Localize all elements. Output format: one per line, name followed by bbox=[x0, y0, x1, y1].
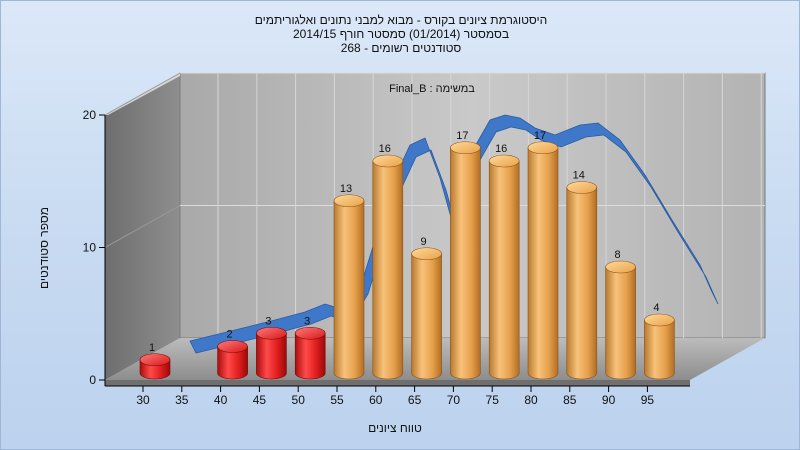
x-tick-label: 70 bbox=[447, 393, 461, 407]
bar-top bbox=[372, 154, 404, 168]
annotation-label: Final_B : במשימה bbox=[389, 83, 475, 95]
bar-top bbox=[644, 313, 675, 327]
bar-value-label: 3 bbox=[304, 315, 310, 327]
x-tick-label: 40 bbox=[214, 393, 228, 407]
bar-value-label: 17 bbox=[534, 130, 546, 142]
bar-body bbox=[644, 319, 675, 380]
bar-value-label: 17 bbox=[456, 130, 468, 142]
y-axis-label: מספר סטודנטים bbox=[37, 207, 51, 289]
bar-body bbox=[256, 332, 287, 380]
bar-value-label: 4 bbox=[653, 302, 659, 314]
y-tick-label: 0 bbox=[89, 373, 96, 387]
bar-top bbox=[411, 247, 442, 261]
bar: 17 bbox=[527, 130, 559, 380]
bar-body bbox=[605, 266, 636, 380]
bar: 8 bbox=[605, 249, 636, 380]
grid-line-left-wall bbox=[104, 72, 181, 116]
bar-value-label: 8 bbox=[615, 249, 621, 261]
bar-top bbox=[566, 181, 598, 194]
bar: 13 bbox=[333, 183, 365, 380]
bar-top bbox=[605, 260, 636, 274]
bar-body bbox=[294, 332, 326, 380]
chart-title-line-1: היסטוגרמת ציונים בקורס - מבוא למבני נתונ… bbox=[254, 13, 548, 27]
bar: 16 bbox=[488, 143, 520, 380]
bar-top bbox=[217, 340, 248, 353]
bar: 2 bbox=[217, 329, 248, 380]
bar: 3 bbox=[294, 315, 326, 380]
bar-value-label: 14 bbox=[573, 170, 585, 182]
floor-front-edge bbox=[105, 380, 690, 386]
bar-top bbox=[488, 154, 520, 168]
bar-top bbox=[294, 326, 326, 340]
bar-value-label: 9 bbox=[421, 236, 427, 248]
bar: 16 bbox=[372, 143, 404, 380]
x-tick-label: 95 bbox=[641, 393, 655, 407]
bar-body bbox=[488, 160, 520, 380]
bar: 17 bbox=[450, 130, 481, 380]
x-tick-label: 90 bbox=[602, 393, 616, 407]
bar-body bbox=[333, 200, 365, 380]
bar-value-label: 13 bbox=[340, 183, 352, 195]
x-tick-label: 55 bbox=[330, 393, 344, 407]
bars-layer: 1 2 3 3 13 16 9 17 16 17 14 8 4 bbox=[139, 130, 675, 380]
x-axis-label: טווח ציונים bbox=[368, 421, 422, 435]
bar-top bbox=[256, 326, 287, 340]
grid-line-left-wall bbox=[104, 205, 181, 248]
chart-title-line-2: בסמסטר (01/2014) סמסטר חורף 2014/15 bbox=[292, 27, 510, 41]
bar-body bbox=[217, 346, 248, 380]
x-tick-label: 45 bbox=[253, 393, 267, 407]
bar: 9 bbox=[411, 236, 442, 380]
bar-top bbox=[527, 141, 559, 155]
x-tick-label: 65 bbox=[408, 393, 422, 407]
y-tick-label: 20 bbox=[83, 108, 97, 122]
x-tick-label: 60 bbox=[369, 393, 383, 407]
bar: 1 bbox=[139, 342, 171, 380]
chart-title-line-3: סטודנטים רשומים - 268 bbox=[340, 41, 462, 55]
x-tick-label: 80 bbox=[524, 393, 538, 407]
bar-body bbox=[566, 187, 598, 380]
bar-value-label: 16 bbox=[495, 143, 507, 155]
ticks-layer: 30 35 40 45 50 55 60 65 70 75 80 85 90 95 0 10 20 bbox=[83, 108, 655, 407]
bar-value-label: 16 bbox=[379, 143, 391, 155]
x-tick-label: 30 bbox=[136, 393, 150, 407]
bar-top bbox=[333, 194, 365, 208]
bar-value-label: 2 bbox=[227, 329, 233, 341]
y-tick-label: 10 bbox=[83, 241, 97, 255]
bar-top bbox=[139, 353, 171, 367]
x-tick-label: 75 bbox=[486, 393, 500, 407]
x-tick-label: 50 bbox=[292, 393, 306, 407]
x-tick-label: 35 bbox=[175, 393, 189, 407]
bar: 14 bbox=[566, 170, 598, 380]
bar-value-label: 1 bbox=[149, 342, 155, 354]
bar: 4 bbox=[644, 302, 675, 380]
bar-body bbox=[372, 160, 404, 380]
bar-body bbox=[411, 253, 442, 380]
bar-body bbox=[527, 147, 559, 380]
bar-body bbox=[450, 147, 481, 380]
x-tick-label: 85 bbox=[563, 393, 577, 407]
bar: 3 bbox=[256, 315, 287, 380]
bar-top bbox=[450, 141, 481, 155]
bar-value-label: 3 bbox=[265, 315, 271, 327]
axes-layer bbox=[104, 115, 690, 387]
